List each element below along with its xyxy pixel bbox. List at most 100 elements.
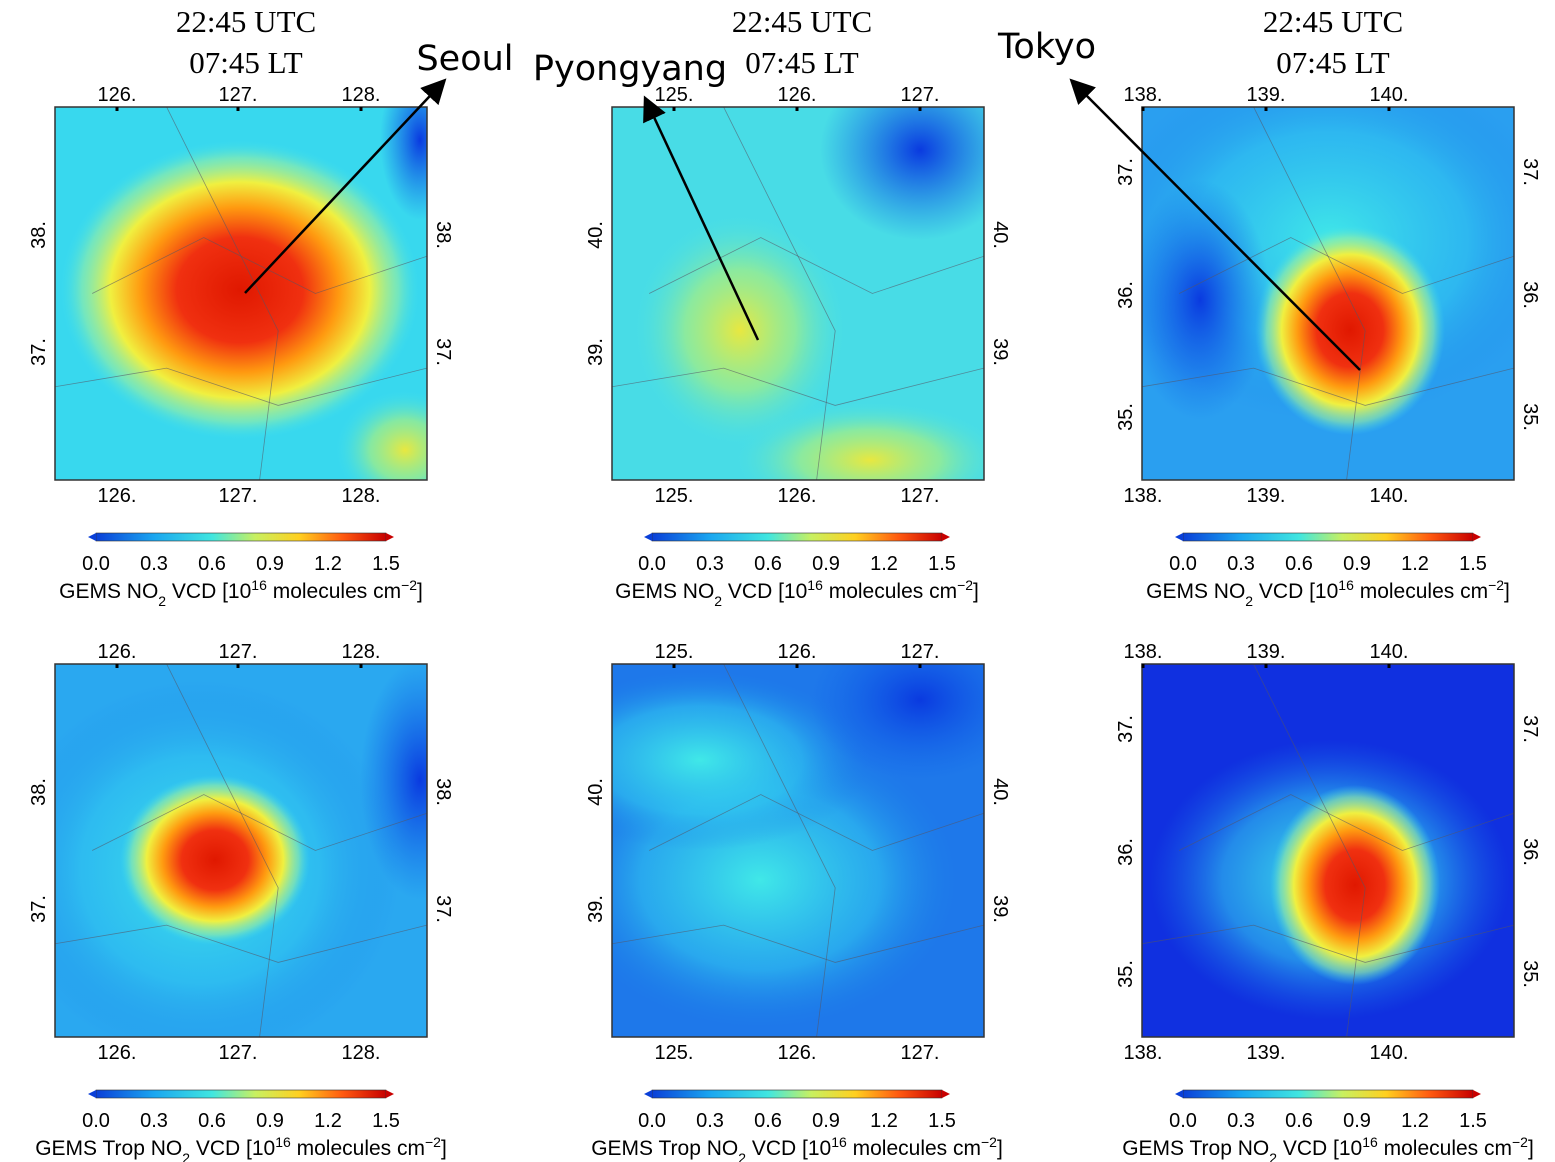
y-tick-label: 36.: [1115, 281, 1137, 309]
x-tick-label: 138.: [1124, 641, 1163, 663]
y-tick-label: 35.: [1519, 403, 1541, 431]
concentration-area: [1255, 225, 1445, 435]
x-tick-label: 126.: [778, 1042, 817, 1064]
colorbar-end: [1473, 533, 1481, 541]
label-part: VCD [10: [190, 1137, 275, 1160]
colorbar-end: [88, 1090, 96, 1098]
time-utc: 22:45 UTC: [176, 4, 316, 39]
label-part: VCD [10: [166, 580, 251, 603]
colorbar-tick-label: 0.3: [696, 553, 724, 575]
colorbar: [1182, 532, 1474, 542]
y-tick-label: 37.: [28, 338, 50, 366]
x-tick-label: 127.: [901, 641, 940, 663]
boundary-line: [166, 107, 279, 480]
concentration-area: [120, 775, 310, 945]
concentration-area: [60, 140, 420, 440]
y-tick-label: 39.: [989, 895, 1011, 923]
colorbar-tick-label: 1.2: [870, 1110, 898, 1132]
time-lt: 07:45 LT: [1276, 45, 1389, 80]
colorbar-end: [1473, 1090, 1481, 1098]
boundary-line: [55, 367, 427, 406]
map-field: [1142, 664, 1514, 1037]
map-panel: 126. 126. 127. 127. 128. 128. 38. 38. 37. 37. 0.0 0…: [28, 641, 454, 1162]
map-frame: [1141, 106, 1515, 481]
boundary-line: [649, 794, 984, 851]
y-tick-label: 36.: [1519, 281, 1541, 309]
colorbar-tick-label: 0.0: [82, 553, 110, 575]
colorbar-tick-label: 0.3: [140, 1110, 168, 1132]
y-tick-label: 39.: [989, 338, 1011, 366]
label-part: −2: [957, 577, 973, 593]
colorbar-tick-label: 1.5: [372, 553, 400, 575]
x-tick-label: 127.: [901, 84, 940, 106]
colorbar-tick-label: 1.5: [372, 1110, 400, 1132]
label-part: ]: [997, 1137, 1003, 1160]
x-tick-label: 140.: [1370, 485, 1409, 507]
y-tick-label: 37.: [1519, 158, 1541, 186]
colorbar-end: [942, 533, 950, 541]
label-part: molecules cm: [267, 580, 401, 603]
x-tick-label: 140.: [1370, 84, 1409, 106]
colorbar-tick-label: 0.0: [82, 1110, 110, 1132]
x-tick-label: 125.: [655, 485, 694, 507]
map-panel: 138. 138. 139. 139. 140. 140. 37. 37. 36. 36. 35. 3…: [1115, 641, 1541, 1162]
boundary-line: [1253, 107, 1366, 480]
map-panel: 138. 138. 139. 139. 140. 140. 37. 37. 36. 36. 35. 3…: [1115, 84, 1541, 609]
colorbar-tick-label: 0.0: [1169, 1110, 1197, 1132]
boundary-line: [55, 924, 427, 963]
colorbar-label: GEMS NO2 VCD [1016 molecules cm−2]: [59, 577, 423, 609]
map-frame: [54, 663, 428, 1038]
colorbar-tick-label: 1.2: [1401, 1110, 1429, 1132]
x-tick-label: 138.: [1124, 485, 1163, 507]
colorbar: [651, 532, 943, 542]
boundary-line: [723, 107, 836, 480]
y-tick-label: 37.: [28, 895, 50, 923]
colorbar-tick-label: 0.3: [1227, 553, 1255, 575]
label-part: ]: [1504, 580, 1510, 603]
label-part: 2: [1245, 593, 1253, 609]
time-utc: 22:45 UTC: [1263, 4, 1403, 39]
city-label: Seoul: [416, 39, 513, 79]
boundary-line: [1253, 664, 1366, 1037]
colorbar-tick-label: 0.3: [696, 1110, 724, 1132]
concentration-area: [810, 664, 984, 780]
boundary-line: [92, 794, 427, 851]
y-tick-label: 40.: [585, 221, 607, 249]
x-tick-label: 139.: [1247, 1042, 1286, 1064]
city-arrow: [244, 78, 447, 294]
x-tick-label: 125.: [655, 1042, 694, 1064]
label-part: ]: [441, 1137, 447, 1160]
y-tick-label: 39.: [585, 338, 607, 366]
label-part: GEMS Trop NO: [35, 1137, 182, 1160]
label-part: VCD [10: [722, 580, 807, 603]
label-part: VCD [10: [1277, 1137, 1362, 1160]
boundary-line: [649, 237, 984, 294]
x-tick-label: 128.: [342, 1042, 381, 1064]
x-tick-label: 126.: [778, 84, 817, 106]
label-part: GEMS NO: [1146, 580, 1245, 603]
y-tick-label: 37.: [1115, 715, 1137, 743]
x-tick-label: 126.: [98, 1042, 137, 1064]
boundary-line: [612, 367, 984, 406]
colorbar-tick-label: 0.3: [140, 553, 168, 575]
label-part: VCD [10: [1253, 580, 1338, 603]
label-part: ]: [417, 580, 423, 603]
y-tick-label: 37.: [432, 338, 454, 366]
colorbar-tick-label: 0.6: [198, 1110, 226, 1132]
map-field: [55, 664, 427, 1037]
map-field: [55, 107, 427, 480]
boundary-line: [1142, 924, 1514, 963]
colorbar-tick-label: 1.5: [1459, 553, 1487, 575]
colorbar-label: GEMS Trop NO2 VCD [1016 molecules cm−2]: [1122, 1134, 1534, 1162]
city-label: Tokyo: [997, 27, 1096, 67]
colorbar-label: GEMS NO2 VCD [1016 molecules cm−2]: [615, 577, 979, 609]
label-part: 2: [738, 1150, 746, 1162]
x-tick-label: 139.: [1247, 84, 1286, 106]
x-tick-label: 126.: [98, 485, 137, 507]
label-part: GEMS Trop NO: [1122, 1137, 1269, 1160]
label-part: 16: [807, 577, 823, 593]
colorbar-tick-label: 0.0: [638, 553, 666, 575]
label-part: molecules cm: [823, 580, 957, 603]
colorbar-tick-label: 0.6: [198, 553, 226, 575]
label-part: molecules cm: [1354, 580, 1488, 603]
